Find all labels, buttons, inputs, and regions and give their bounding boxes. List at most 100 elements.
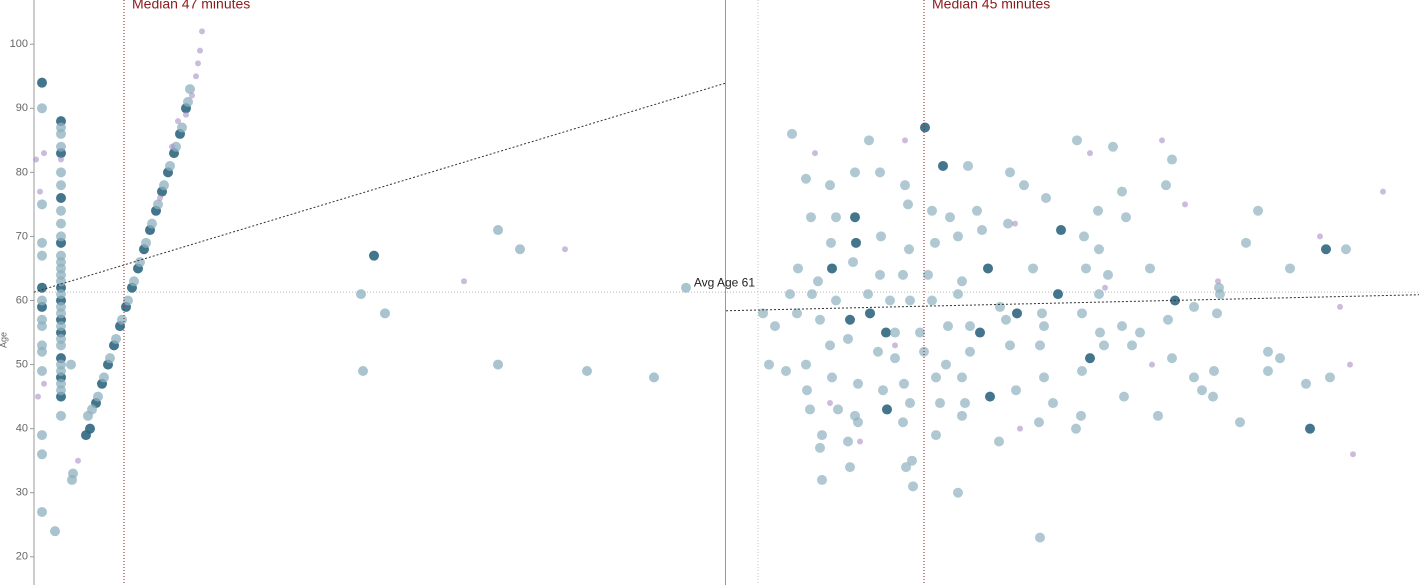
point [1301,378,1311,389]
point [931,430,941,441]
y-tick-label: 30 [16,487,28,499]
point [493,225,503,236]
point [37,346,47,357]
point [927,295,937,306]
point [193,73,199,80]
point [1305,423,1315,434]
point [37,250,47,261]
point [994,436,1004,447]
point [1167,353,1177,364]
point [985,391,995,402]
point [957,276,967,287]
point [56,276,66,287]
point [1076,410,1086,421]
point [864,135,874,146]
point [833,404,843,415]
point [1053,289,1063,300]
point [857,438,863,445]
point [1337,303,1343,310]
point [1102,284,1108,291]
point [882,404,892,415]
point [37,199,47,210]
y-tick-label: 70 [16,230,28,242]
point [863,289,873,300]
point [159,180,169,191]
point [1037,308,1047,319]
point [1215,278,1221,285]
average-label: Avg Age 61 [694,275,755,289]
point [972,205,982,216]
point [965,346,975,357]
point [815,442,825,453]
point [1208,391,1218,402]
trend-line [33,82,726,293]
point [878,385,888,396]
point [890,327,900,338]
median-label: Median 45 minutes [932,0,1050,12]
point [37,188,43,195]
point [56,365,66,376]
point [56,410,66,421]
point [865,308,875,319]
point [1048,398,1058,409]
point [843,333,853,344]
point [37,365,47,376]
point [165,160,175,171]
point [927,205,937,216]
point [943,321,953,332]
point [908,481,918,492]
point [1003,218,1013,229]
point [56,308,66,319]
point [1041,192,1051,203]
point [1012,220,1018,227]
point [853,417,863,428]
point [802,385,812,396]
point [831,295,841,306]
point [898,269,908,280]
point [157,194,163,201]
point [851,237,861,248]
point [33,156,39,163]
point [56,385,66,396]
point [907,455,917,466]
point [953,289,963,300]
point [938,160,948,171]
point [764,359,774,370]
point [1350,451,1356,458]
point [123,295,133,306]
point [582,365,592,376]
point [1035,340,1045,351]
point [845,462,855,473]
point [1149,361,1155,368]
point [1103,269,1113,280]
point [461,278,467,285]
point [960,398,970,409]
point [1077,308,1087,319]
point [813,276,823,287]
point [845,314,855,325]
point [1108,141,1118,152]
point [923,269,933,280]
point [1011,385,1021,396]
point [87,404,97,415]
y-tick-label: 100 [10,38,28,50]
point [1189,301,1199,312]
point [37,449,47,460]
point [117,314,127,325]
point [892,342,898,349]
point [1285,263,1295,274]
point [953,487,963,498]
point [1056,225,1066,236]
point [66,359,76,370]
point [1145,263,1155,274]
point [850,212,860,223]
point [1034,417,1044,428]
point [1197,385,1207,396]
point [1081,263,1091,274]
point [515,244,525,255]
point [770,321,780,332]
point [1117,321,1127,332]
point [853,378,863,389]
point [876,231,886,242]
point [1121,212,1131,223]
